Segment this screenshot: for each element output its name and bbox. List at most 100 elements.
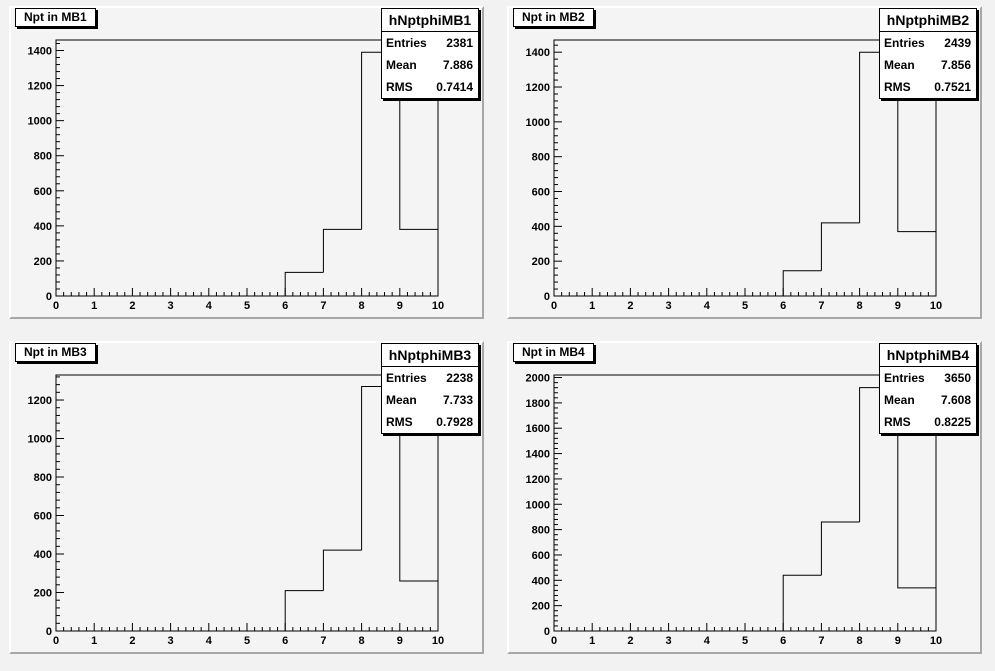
y-tick-label: 0	[544, 626, 550, 638]
stats-row-mean: Mean 7.608	[884, 393, 971, 407]
stats-row-rms: RMS 0.7928	[386, 415, 473, 429]
x-tick-label: 7	[818, 300, 824, 312]
x-tick-label: 6	[282, 635, 288, 647]
stats-box: hNptphiMB2 Entries 2439 Mean 7.856 RMS 0.75…	[879, 8, 977, 99]
x-tick-label: 2	[129, 635, 135, 647]
y-tick-label: 1000	[526, 499, 550, 511]
stats-row-entries: Entries 2381	[386, 36, 473, 50]
histogram-bin	[284, 271, 324, 296]
x-tick-label: 5	[742, 300, 748, 312]
stats-row-mean: Mean 7.856	[884, 58, 971, 72]
x-tick-label: 4	[206, 300, 213, 312]
x-tick-label: 3	[666, 300, 672, 312]
x-tick-label: 5	[742, 635, 748, 647]
x-tick-label: 0	[551, 635, 557, 647]
y-tick-label: 800	[532, 525, 550, 537]
stats-box: hNptphiMB1 Entries 2381 Mean 7.886 RMS 0.74…	[381, 8, 479, 99]
pad-title: Npt in MB1	[15, 8, 96, 27]
stats-row-rms: RMS 0.7521	[884, 80, 971, 94]
histogram-pad-mb1[interactable]: 0 200 400 600 800 1000 1200 1400 0 1 2 3 4 5 6 7 8 9 10 Np…	[9, 6, 484, 319]
histogram-bin	[782, 270, 822, 296]
histogram-bin	[284, 590, 324, 631]
stats-box: hNptphiMB3 Entries 2238 Mean 7.733 RMS 0.79…	[381, 343, 479, 434]
pad-title: Npt in MB3	[15, 343, 96, 362]
x-tick-label: 3	[168, 635, 174, 647]
plot-area: 0 200 400 600 800 1000 1200 1400 0 1 2 3 4 5 6 7 8 9 10	[28, 39, 444, 312]
x-tick-label: 4	[206, 635, 213, 647]
histogram-bin	[399, 386, 438, 582]
y-tick-label: 400	[532, 221, 550, 233]
stats-row-rms: RMS 0.7414	[386, 80, 473, 94]
plot-area: 0 200 400 600 800 1000 1200 0 1 2 3 4 5 6 7 8 9 10	[28, 374, 444, 647]
y-tick-label: 1200	[28, 395, 52, 407]
y-tick-label: 1600	[526, 423, 550, 435]
stats-histogram-name: hNptphiMB4	[880, 344, 976, 367]
stats-row-rms: RMS 0.8225	[884, 415, 971, 429]
y-tick-label: 1000	[526, 117, 550, 129]
x-tick-label: 1	[91, 300, 97, 312]
y-tick-label: 200	[34, 256, 52, 268]
y-tick-label: 200	[532, 601, 550, 613]
stats-row-entries: Entries 3650	[884, 371, 971, 385]
x-tick-label: 8	[857, 635, 863, 647]
stats-histogram-name: hNptphiMB3	[382, 344, 478, 367]
y-tick-label: 600	[34, 511, 52, 523]
y-tick-label: 1400	[526, 449, 550, 461]
histogram-plot: 0 200 400 600 800 1000 1200 1400 1600 1800 2000 0 1 2…	[526, 373, 943, 647]
y-tick-label: 0	[46, 626, 52, 638]
histogram-bin	[322, 549, 362, 591]
y-tick-label: 200	[34, 588, 52, 600]
x-tick-label: 3	[168, 300, 174, 312]
y-tick-label: 2000	[526, 373, 550, 385]
y-tick-label: 0	[544, 291, 550, 303]
histogram-bin	[820, 521, 860, 576]
histogram-bin	[897, 387, 936, 589]
x-tick-label: 2	[129, 300, 135, 312]
pad-title: Npt in MB4	[513, 343, 594, 362]
y-tick-label: 1000	[28, 434, 52, 446]
x-tick-label: 0	[53, 635, 59, 647]
pad-title: Npt in MB2	[513, 8, 594, 27]
stats-histogram-name: hNptphiMB2	[880, 9, 976, 32]
y-tick-label: 400	[34, 221, 52, 233]
y-tick-label: 1000	[28, 116, 52, 128]
x-tick-label: 10	[930, 300, 942, 312]
y-tick-label: 600	[34, 186, 52, 198]
stats-box: hNptphiMB4 Entries 3650 Mean 7.608 RMS 0.82…	[879, 343, 977, 434]
histogram-plot: 0 200 400 600 800 1000 1200 1400 0 1 2 3 4 5 6 7 8 9 10	[28, 39, 444, 312]
x-tick-label: 7	[320, 300, 326, 312]
x-tick-label: 6	[282, 300, 288, 312]
y-tick-label: 1200	[526, 82, 550, 94]
x-tick-label: 10	[432, 300, 444, 312]
y-tick-label: 1800	[526, 398, 550, 410]
x-tick-label: 2	[627, 635, 633, 647]
y-tick-label: 1400	[526, 47, 550, 59]
x-tick-label: 1	[589, 300, 595, 312]
histogram-pad-mb2[interactable]: 0 200 400 600 800 1000 1200 1400 0 1 2 3 4 5 6 7 8 9 10 Np…	[507, 6, 982, 319]
y-tick-label: 400	[532, 575, 550, 587]
histogram-plot: 0 200 400 600 800 1000 1200 0 1 2 3 4 5 6 7 8 9 10	[28, 374, 444, 647]
x-tick-label: 3	[666, 635, 672, 647]
x-tick-label: 8	[359, 635, 365, 647]
y-tick-label: 0	[46, 291, 52, 303]
x-tick-label: 10	[432, 635, 444, 647]
x-tick-label: 8	[359, 300, 365, 312]
y-tick-label: 800	[34, 472, 52, 484]
y-tick-label: 1400	[28, 46, 52, 58]
histogram-bin	[322, 228, 362, 273]
stats-histogram-name: hNptphiMB1	[382, 9, 478, 32]
x-tick-label: 9	[895, 300, 901, 312]
x-tick-label: 5	[244, 300, 250, 312]
x-tick-label: 6	[780, 635, 786, 647]
y-tick-label: 800	[532, 152, 550, 164]
x-tick-label: 10	[930, 635, 942, 647]
histogram-pad-mb3[interactable]: 0 200 400 600 800 1000 1200 0 1 2 3 4 5 6 7 8 9 10 Npt in…	[9, 341, 484, 654]
stats-row-mean: Mean 7.886	[386, 58, 473, 72]
x-tick-label: 7	[320, 635, 326, 647]
stats-row-mean: Mean 7.733	[386, 393, 473, 407]
x-tick-label: 5	[244, 635, 250, 647]
y-tick-label: 200	[532, 256, 550, 268]
x-tick-label: 2	[627, 300, 633, 312]
histogram-pad-mb4[interactable]: 0 200 400 600 800 1000 1200 1400 1600 1800 2000 0 1 2…	[507, 341, 982, 654]
x-tick-label: 0	[551, 300, 557, 312]
